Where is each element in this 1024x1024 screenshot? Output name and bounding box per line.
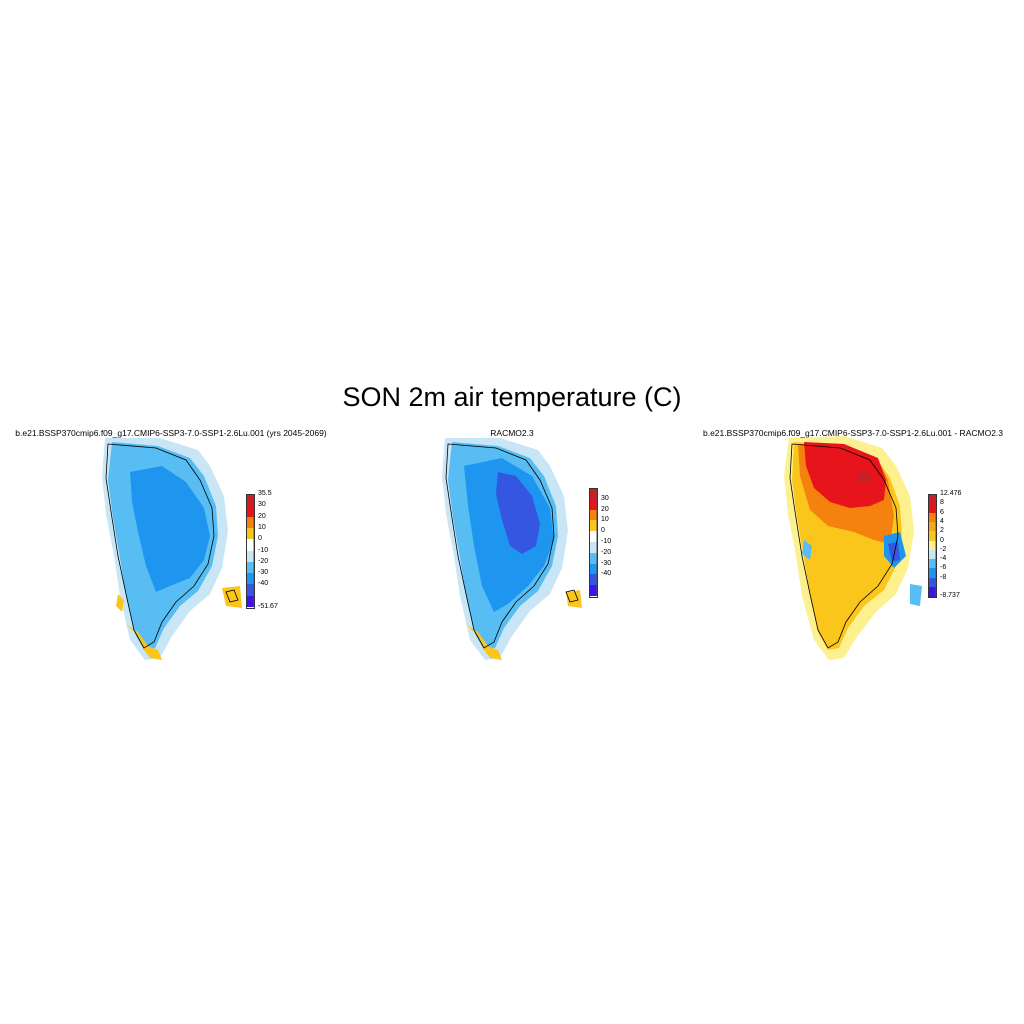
colorbar-swatch [589,531,597,543]
colorbar-label: 8 [940,499,944,507]
colorbar-label: -51.67 [258,603,278,610]
colorbar-frame [928,494,937,599]
colorbar-swatch [246,494,254,506]
coastline [445,443,555,649]
colorbar-swatch [246,595,254,608]
colorbar-swatch [928,587,936,597]
colorbar-label: -30 [601,559,612,567]
colorbar-swatch [246,573,254,585]
colorbar-label: -10 [258,546,269,554]
colorbar-label: -8 [940,573,947,581]
colorbar-label: -20 [601,548,612,556]
colorbar-swatch [589,498,597,510]
colorbar-frame [246,494,255,609]
colorbar-label: 30 [601,494,609,502]
colorbar-label: 4 [940,517,944,525]
colorbar-label: 20 [601,505,609,513]
colorbar-swatch [928,577,936,588]
colorbar-swatch [246,550,254,563]
colorbar-swatch [928,568,936,578]
colorbar-label: -6 [940,564,947,572]
colorbar-label: 2 [940,527,944,535]
colorbar-label: -4 [940,555,947,563]
panel-2-map [442,438,582,660]
iceland-coastline [225,589,239,603]
colorbar-swatch [928,531,936,541]
colorbar-swatch [589,520,597,532]
colorbar-swatch [246,584,254,596]
panel-2-title: RACMO2.3 [490,428,534,438]
colorbar-swatch [928,494,936,504]
colorbar-swatch [246,505,254,517]
colorbar-swatch [589,488,597,500]
panel-1-map [102,438,242,660]
colorbar-label: 10 [601,516,609,524]
coastline [105,443,215,649]
colorbar-label: -40 [601,570,612,578]
colorbar-swatch [246,527,254,540]
colorbar-swatch [928,559,936,569]
colorbar-label: -8.737 [940,592,960,600]
colorbar-label: -10 [601,538,612,545]
colorbar-label: 20 [258,512,266,520]
coastline [789,443,899,649]
colorbar-swatch [246,561,254,574]
colorbar-label: -2 [940,545,947,553]
iceland-coastline [565,589,579,603]
colorbar-swatch [589,552,597,564]
interior-ice [130,466,210,592]
panel-1-title: b.e21.BSSP370cmip6.f09_g17.CMIP6-SSP3-7.… [15,428,327,438]
colorbar-label: -40 [258,580,269,588]
south-coast [466,590,582,660]
panel-3-title: b.e21.BSSP370cmip6.f09_g17.CMIP6-SSP3-7.… [702,428,1004,438]
colorbar-swatch [246,516,254,529]
colorbar-swatch [928,521,936,532]
colorbar-label: 35.5 [258,490,272,497]
colorbar-swatch [246,539,254,551]
colorbar-swatch [928,540,936,551]
colorbar-swatch [928,512,936,523]
colorbar-label: 0 [601,527,605,535]
colorbar-swatch [589,574,597,586]
colorbar-label: 6 [940,508,944,516]
colorbar-swatch [589,585,597,597]
colorbar-swatch [589,542,597,554]
colorbar-swatch [928,503,936,513]
panel-3-map [784,436,922,660]
colorbar-label: 0 [258,535,262,543]
colorbar-label: -20 [258,557,269,565]
colorbar-label: 10 [258,523,266,531]
colorbar-swatch [589,509,597,521]
colorbar-frame [589,488,598,598]
colorbar-label: 12.476 [940,490,962,497]
colorbar-swatch [589,563,597,575]
colorbar-label: -30 [258,569,269,577]
colorbar-label: 0 [940,536,944,544]
summit-ice [496,472,540,554]
colorbar-label: 30 [258,501,266,509]
colorbar-swatch [928,549,936,560]
figure-title: SON 2m air temperature (C) [342,382,682,412]
